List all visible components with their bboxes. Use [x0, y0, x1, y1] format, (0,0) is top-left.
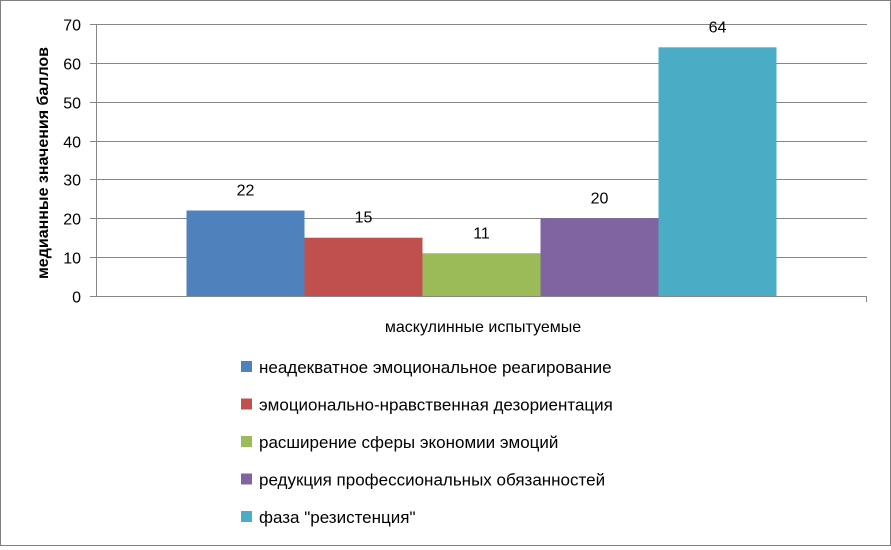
data-label: 20: [591, 190, 609, 207]
data-labels: 22 15 11 20 64: [237, 19, 727, 242]
axes: [90, 24, 867, 302]
y-tick-label: 50: [63, 96, 81, 113]
legend-label: фаза "резистенция": [259, 508, 416, 527]
bar: [658, 47, 777, 296]
legend-label: эмоционально-нравственная дезориентация: [259, 396, 613, 415]
y-axis-label: медианные значения баллов: [35, 47, 52, 279]
y-tick-label: 60: [63, 57, 81, 74]
data-label: 64: [709, 19, 727, 36]
y-tick-label: 10: [63, 251, 81, 268]
y-tick-label: 20: [63, 212, 81, 229]
y-tick-label: 40: [63, 135, 81, 152]
legend-swatch: [241, 398, 252, 410]
legend-label: расширение сферы экономии эмоций: [259, 433, 558, 452]
legend-swatch: [241, 361, 252, 372]
legend-swatch: [241, 436, 252, 447]
bar: [540, 218, 659, 296]
bars: [186, 47, 777, 296]
legend-label: редукция профессиональных обязанностей: [259, 471, 605, 490]
data-label: 22: [237, 183, 255, 200]
y-tick-labels: 0 10 20 30 40 50 60 70: [63, 18, 81, 307]
legend: неадекватное эмоциональное реагирование э…: [241, 358, 613, 527]
legend-label: неадекватное эмоциональное реагирование: [259, 358, 612, 377]
data-label: 15: [355, 210, 373, 227]
bar: [304, 237, 423, 296]
y-tick-label: 70: [63, 18, 81, 35]
data-label: 11: [473, 225, 490, 242]
y-tick-label: 0: [72, 290, 81, 307]
bar: [422, 253, 541, 296]
legend-swatch: [241, 473, 252, 485]
bar: [186, 210, 305, 296]
x-category-label: маскулинные испытуемые: [385, 319, 581, 336]
y-tick-label: 30: [63, 173, 81, 190]
legend-swatch: [241, 511, 252, 522]
